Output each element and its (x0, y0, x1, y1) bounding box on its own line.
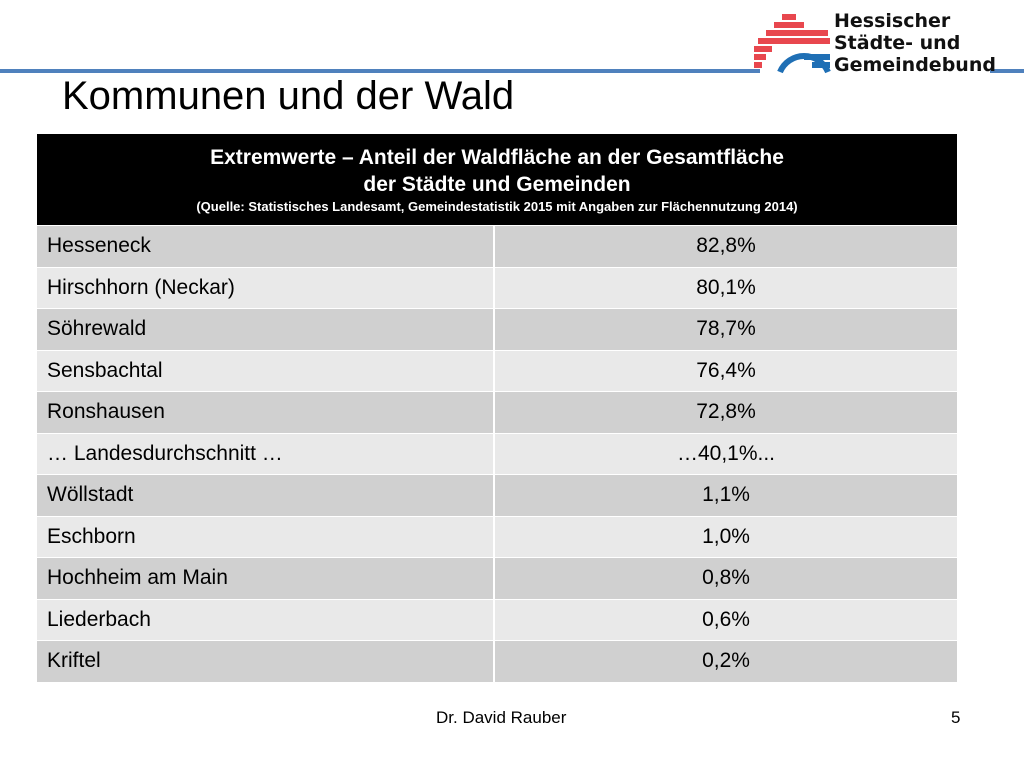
forest-share-cell: 0,2% (702, 649, 750, 673)
forest-share-cell: 1,0% (702, 524, 750, 548)
table-header-line-1: Extremwerte – Anteil der Waldfläche an d… (210, 146, 784, 169)
hsgb-logo-text: Hessischer Städte- und Gemeindebund (834, 10, 996, 76)
municipality-cell: Söhrewald (37, 309, 495, 350)
forest-share-cell: 0,6% (702, 607, 750, 631)
logo-line-1: Hessischer (834, 10, 951, 32)
table-row-state-average: … Landesdurchschnitt … …40,1%... (37, 432, 957, 474)
table-row: Hirschhorn (Neckar) 80,1% (37, 266, 957, 308)
municipality-cell: Hirschhorn (Neckar) (37, 267, 495, 308)
logo-line-2: Städte- und (834, 32, 961, 54)
municipality-cell: Hesseneck (37, 226, 495, 267)
hsgb-logo-mark-icon (754, 14, 831, 74)
municipality-cell: Sensbachtal (37, 350, 495, 391)
forest-share-cell: 80,1% (696, 275, 756, 299)
municipality-cell: Liederbach (37, 599, 495, 640)
table-row: Liederbach 0,6% (37, 598, 957, 640)
forest-share-cell: 78,7% (696, 317, 756, 341)
header-rule (0, 69, 760, 73)
logo-line-3: Gemeindebund (834, 54, 996, 76)
slide-title: Kommunen und der Wald (62, 74, 515, 118)
table-header: Extremwerte – Anteil der Waldfläche an d… (37, 134, 957, 225)
table-row: Eschborn 1,0% (37, 515, 957, 557)
table-header-source: (Quelle: Statistisches Landesamt, Gemein… (196, 199, 798, 214)
forest-share-cell: 82,8% (696, 234, 756, 258)
forest-share-table: Extremwerte – Anteil der Waldfläche an d… (37, 134, 957, 682)
header-rule-right (990, 69, 1024, 73)
table-row: Wöllstadt 1,1% (37, 474, 957, 516)
table-row: Hesseneck 82,8% (37, 225, 957, 267)
page-number: 5 (951, 708, 961, 727)
municipality-cell: … Landesdurchschnitt … (37, 433, 495, 474)
municipality-cell: Eschborn (37, 516, 495, 557)
municipality-cell: Kriftel (37, 641, 495, 682)
forest-share-cell: 0,8% (702, 566, 750, 590)
table-row: Söhrewald 78,7% (37, 308, 957, 350)
table-row: Kriftel 0,2% (37, 640, 957, 682)
municipality-cell: Hochheim am Main (37, 558, 495, 599)
forest-share-cell: 1,1% (702, 483, 750, 507)
table-row: Sensbachtal 76,4% (37, 349, 957, 391)
municipality-cell: Wöllstadt (37, 475, 495, 516)
hsgb-logo: Hessischer Städte- und Gemeindebund (752, 8, 1002, 78)
municipality-cell: Ronshausen (37, 392, 495, 433)
forest-share-cell: …40,1%... (676, 441, 776, 465)
table-row: Ronshausen 72,8% (37, 391, 957, 433)
table-row: Hochheim am Main 0,8% (37, 557, 957, 599)
forest-share-cell: 72,8% (696, 400, 756, 424)
forest-share-cell: 76,4% (696, 358, 756, 382)
footer-author: Dr. David Rauber (436, 708, 567, 727)
table-header-line-2: der Städte und Gemeinden (363, 173, 631, 196)
